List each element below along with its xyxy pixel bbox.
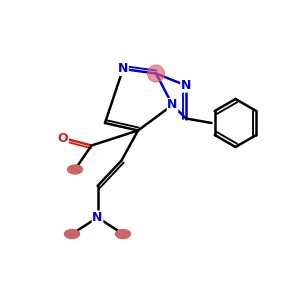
Circle shape	[148, 65, 164, 82]
Ellipse shape	[64, 230, 80, 238]
Text: N: N	[167, 98, 178, 112]
Ellipse shape	[116, 230, 130, 238]
Text: N: N	[118, 62, 128, 76]
Text: O: O	[58, 131, 68, 145]
Text: N: N	[181, 79, 191, 92]
Ellipse shape	[68, 165, 82, 174]
Text: N: N	[92, 211, 103, 224]
